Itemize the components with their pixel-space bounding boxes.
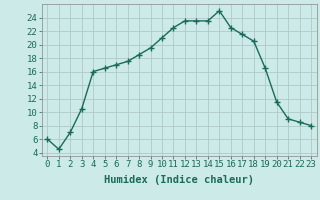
- X-axis label: Humidex (Indice chaleur): Humidex (Indice chaleur): [104, 175, 254, 185]
